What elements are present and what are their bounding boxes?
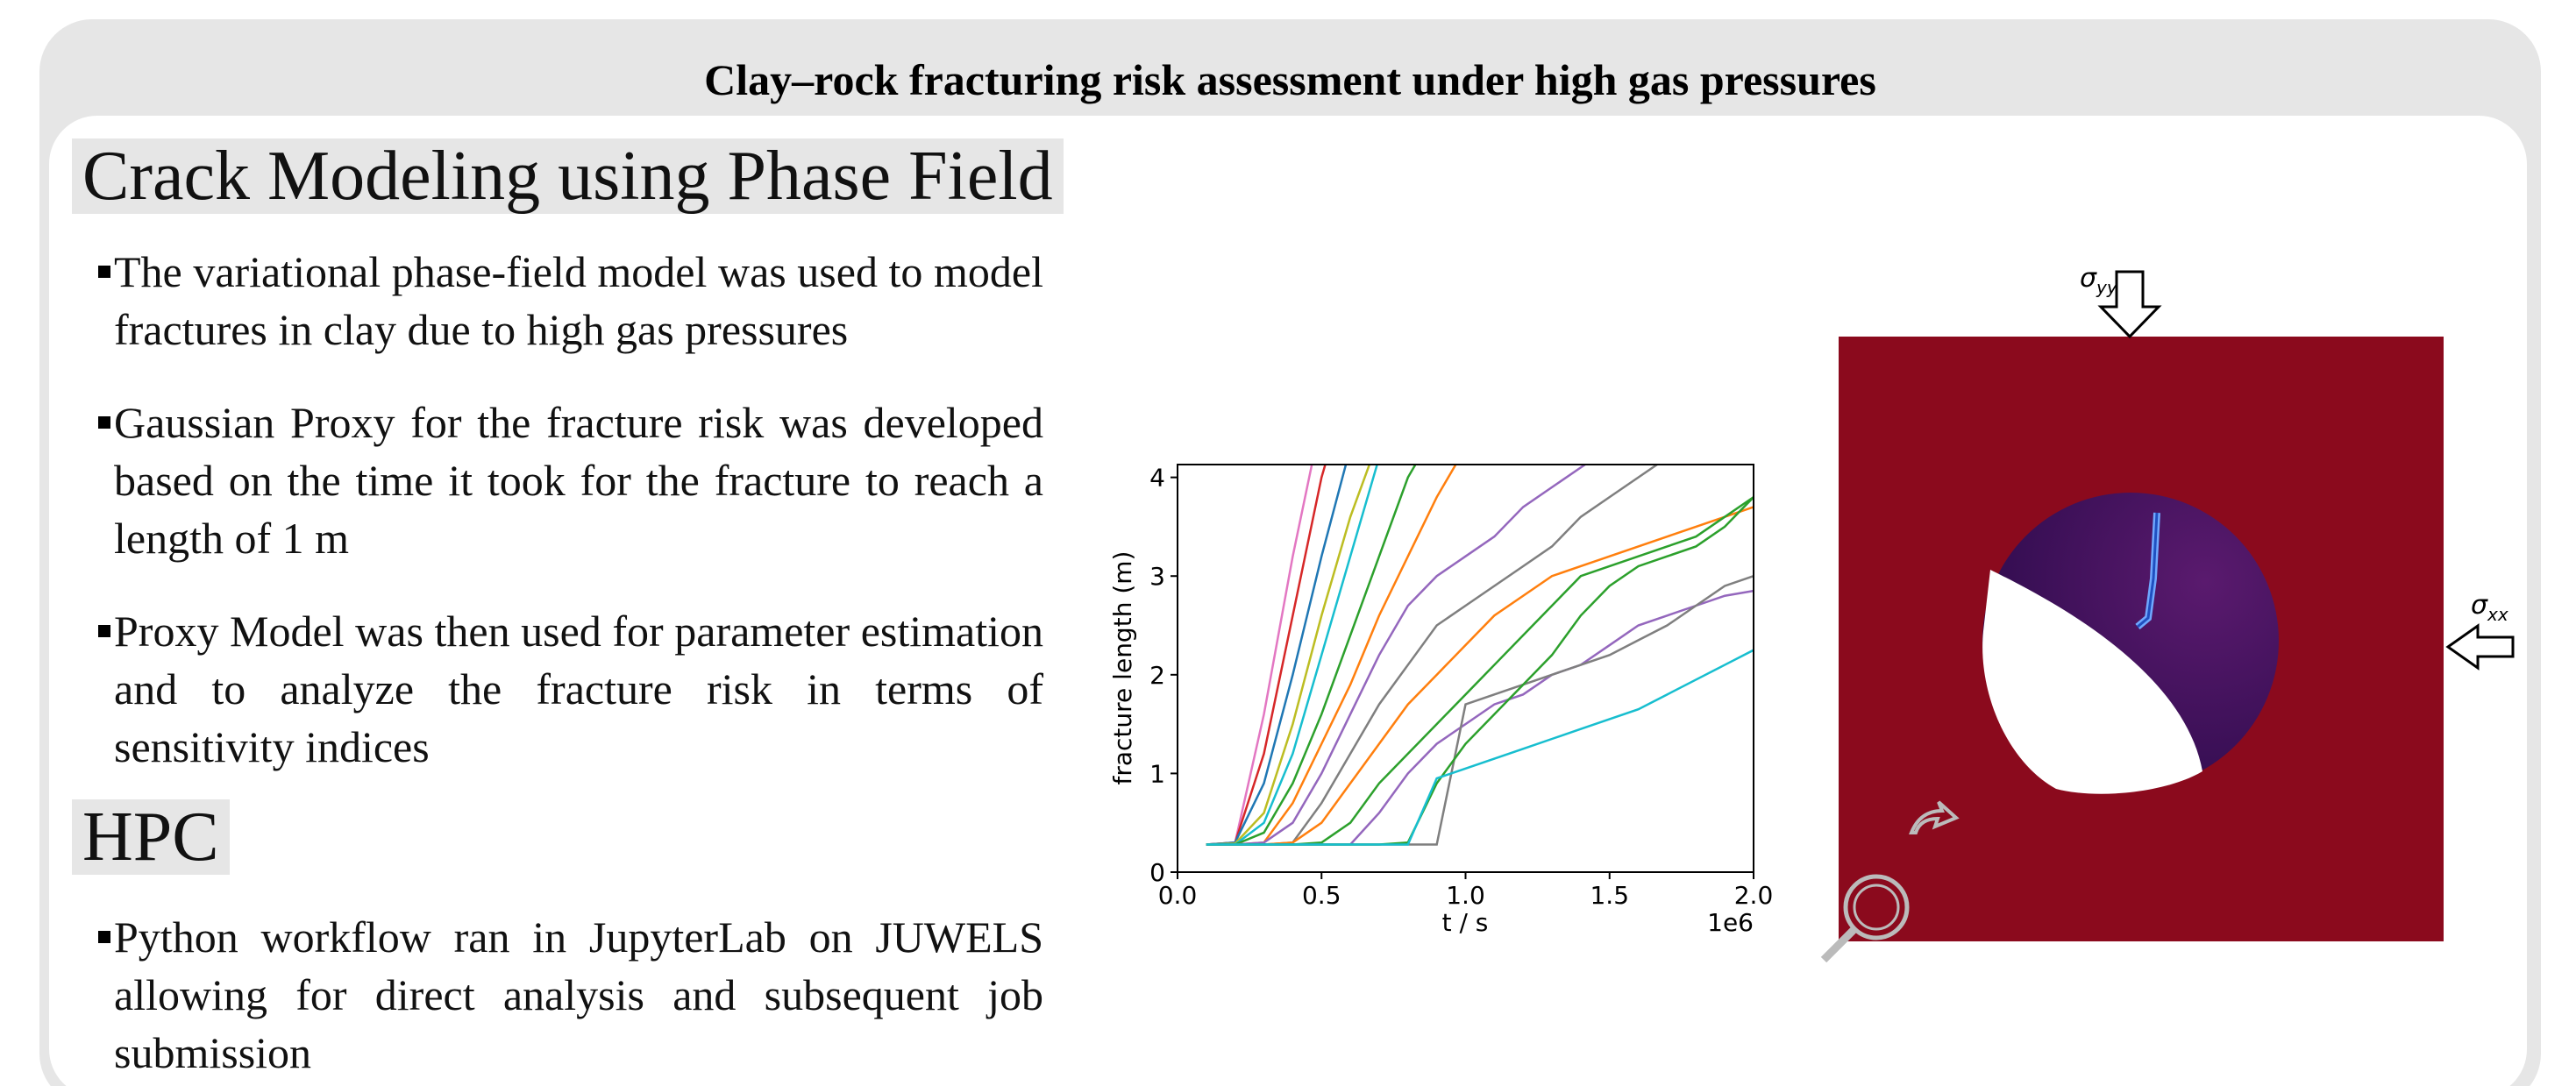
y-tick-label: 3	[1149, 562, 1165, 591]
stress-symbol: σ	[2080, 263, 2097, 294]
bullet: The variational phase-field model was us…	[98, 243, 1043, 358]
y-axis-label: fracture length (m)	[1108, 551, 1137, 785]
y-tick-label: 4	[1149, 464, 1165, 493]
section-heading: HPC	[72, 799, 230, 875]
bullet: Proxy Model was then used for parameter …	[98, 602, 1043, 776]
stress-symbol: σ	[2471, 590, 2488, 621]
stress-label: σxx	[2471, 590, 2508, 625]
x-tick-label: 0.0	[1158, 881, 1198, 910]
stress-subscript: yy	[2096, 277, 2118, 298]
zoom-icon[interactable]	[1820, 874, 1910, 963]
x-axis-label: t / s	[1442, 908, 1489, 937]
arrow-xx	[2445, 623, 2515, 671]
stress-subscript: xx	[2487, 604, 2508, 625]
lines	[1206, 465, 1754, 846]
x-tick-label: 2.0	[1734, 881, 1774, 910]
series-line	[1206, 465, 1588, 846]
poster-title: Clay–rock fracturing risk assessment und…	[704, 55, 1876, 104]
section-heading: Crack Modeling using Phase Field	[72, 138, 1064, 214]
crack-core	[2137, 512, 2159, 628]
y-tick-label: 0	[1149, 858, 1165, 887]
series-line	[1206, 649, 1754, 846]
y-tick-label: 1	[1149, 759, 1165, 788]
bullet: Python workflow ran in JupyterLab on JUW…	[98, 908, 1043, 1082]
x-tick-label: 1.0	[1446, 881, 1485, 910]
bullet: Gaussian Proxy for the fracture risk was…	[98, 394, 1043, 567]
series-line	[1206, 465, 1417, 846]
stress-label: σyy	[2080, 263, 2118, 298]
arrow-yy	[2097, 270, 2162, 339]
bullet-list: The variational phase-field model was us…	[98, 243, 1043, 811]
plot-area	[1178, 465, 1754, 872]
simulation-image: σyy σxx	[1820, 263, 2515, 963]
series-line	[1206, 506, 1754, 846]
y-tick-label: 2	[1149, 661, 1165, 690]
bullet-list: Python workflow ran in JupyterLab on JUW…	[98, 908, 1043, 1086]
x-tick-label: 1.5	[1590, 881, 1629, 910]
x-tick-label: 0.5	[1302, 881, 1341, 910]
rotate-icon[interactable]	[1909, 800, 1960, 834]
cutout	[1982, 570, 2202, 794]
x-offset-label: 1e6	[1707, 908, 1754, 937]
